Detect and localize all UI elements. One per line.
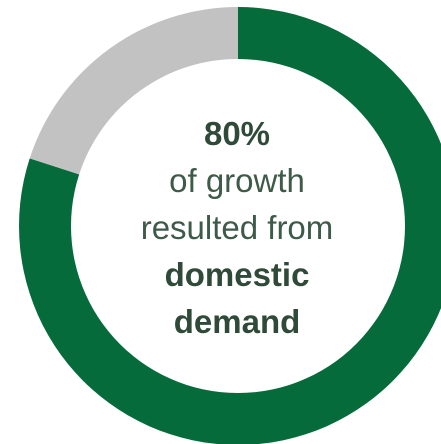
center-label: 80% of growth resulted from domestic dem…	[90, 110, 384, 345]
center-line-1: of growth	[169, 162, 305, 199]
donut-slice-2	[29, 7, 238, 175]
center-percent: 80%	[203, 115, 271, 152]
center-line-2: resulted from	[140, 209, 334, 246]
center-line-3: domestic	[164, 256, 310, 293]
center-line-4: demand	[173, 303, 301, 340]
